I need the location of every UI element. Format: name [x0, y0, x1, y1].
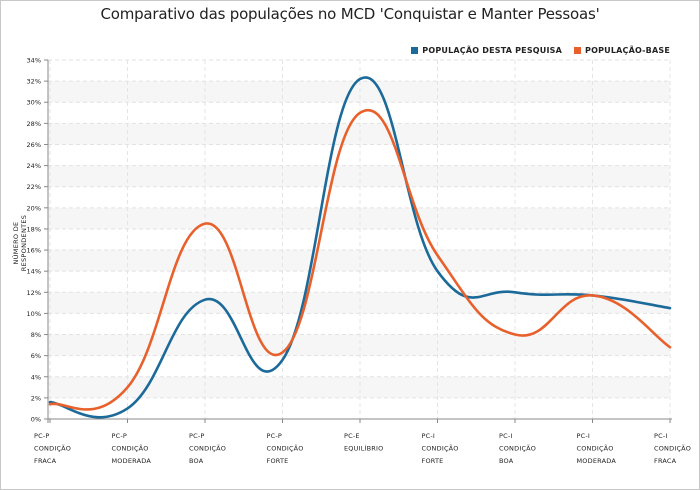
legend: POPULAÇÃO DESTA PESQUISA POPULAÇÃO-BASE — [411, 46, 670, 55]
x-tick-label: BOA — [499, 457, 514, 465]
grid-band — [48, 207, 670, 229]
x-tick-label: CONDIÇÃO — [422, 444, 459, 453]
y-tick-label: 26% — [27, 141, 41, 149]
y-tick-label: 22% — [27, 183, 41, 191]
x-tick-label: CONDIÇÃO — [34, 444, 71, 453]
grid-band — [48, 165, 670, 187]
x-tick-label: EQUILÍBRIO — [344, 444, 383, 453]
y-tick-label: 0% — [31, 416, 41, 424]
x-tick-label: CONDIÇÃO — [112, 444, 149, 453]
x-tick-label: PC-E — [344, 432, 360, 440]
x-tick-label: FRACA — [34, 457, 57, 465]
x-tick-label: PC-P — [189, 432, 205, 440]
y-tick-label: 34% — [27, 57, 41, 65]
y-tick-label: 18% — [27, 225, 41, 233]
grid-band — [48, 334, 670, 356]
grid-band — [48, 250, 670, 272]
x-tick-label: CONDIÇÃO — [577, 444, 614, 453]
y-tick-label: 10% — [27, 310, 41, 318]
chart-title: Comparativo das populações no MCD 'Conqu… — [100, 5, 600, 23]
y-tick-label: 12% — [27, 289, 41, 297]
x-tick-label: CONDIÇÃO — [267, 444, 304, 453]
x-tick-label: PC-I — [422, 432, 436, 440]
grid-band — [48, 81, 670, 103]
series-line-2 — [48, 108, 672, 411]
y-tick-label: 32% — [27, 78, 41, 86]
x-tick-label: PC-P — [267, 432, 283, 440]
x-tick-label: FORTE — [267, 457, 289, 465]
y-tick-label: 2% — [31, 394, 41, 402]
x-tick-label: FRACA — [654, 457, 677, 465]
legend-item-series-2[interactable]: POPULAÇÃO-BASE — [574, 46, 670, 55]
y-tick-label: 30% — [27, 99, 41, 107]
y-tick-label: 4% — [31, 373, 41, 381]
y-tick-label: 6% — [31, 352, 41, 360]
grid-band — [48, 123, 670, 145]
x-tick-label: MODERADA — [577, 457, 617, 465]
y-tick-label: 20% — [27, 204, 41, 212]
y-tick-label: 14% — [27, 268, 41, 276]
y-tick-label: 24% — [27, 162, 41, 170]
x-tick-label: PC-P — [112, 432, 128, 440]
series-line-1 — [48, 76, 672, 419]
x-tick-label: PC-I — [577, 432, 591, 440]
x-tick-label: PC-I — [654, 432, 668, 440]
y-tick-label: 28% — [27, 120, 41, 128]
legend-swatch-series-2 — [574, 47, 582, 54]
x-tick-label: CONDIÇÃO — [654, 444, 691, 453]
legend-label-series-1: POPULAÇÃO DESTA PESQUISA — [422, 46, 563, 55]
x-tick-label: BOA — [189, 457, 204, 465]
legend-label-series-2: POPULAÇÃO-BASE — [585, 46, 670, 55]
x-tick-label: MODERADA — [112, 457, 152, 465]
x-tick-label: CONDIÇÃO — [499, 444, 536, 453]
y-tick-label: 8% — [31, 331, 41, 339]
x-tick-label: FORTE — [422, 457, 444, 465]
x-tick-label: PC-I — [499, 432, 513, 440]
x-tick-label: PC-P — [34, 432, 50, 440]
legend-swatch-series-1 — [411, 47, 419, 54]
y-tick-label: 16% — [27, 247, 41, 255]
x-tick-label: CONDIÇÃO — [189, 444, 226, 453]
legend-item-series-1[interactable]: POPULAÇÃO DESTA PESQUISA — [411, 46, 562, 55]
